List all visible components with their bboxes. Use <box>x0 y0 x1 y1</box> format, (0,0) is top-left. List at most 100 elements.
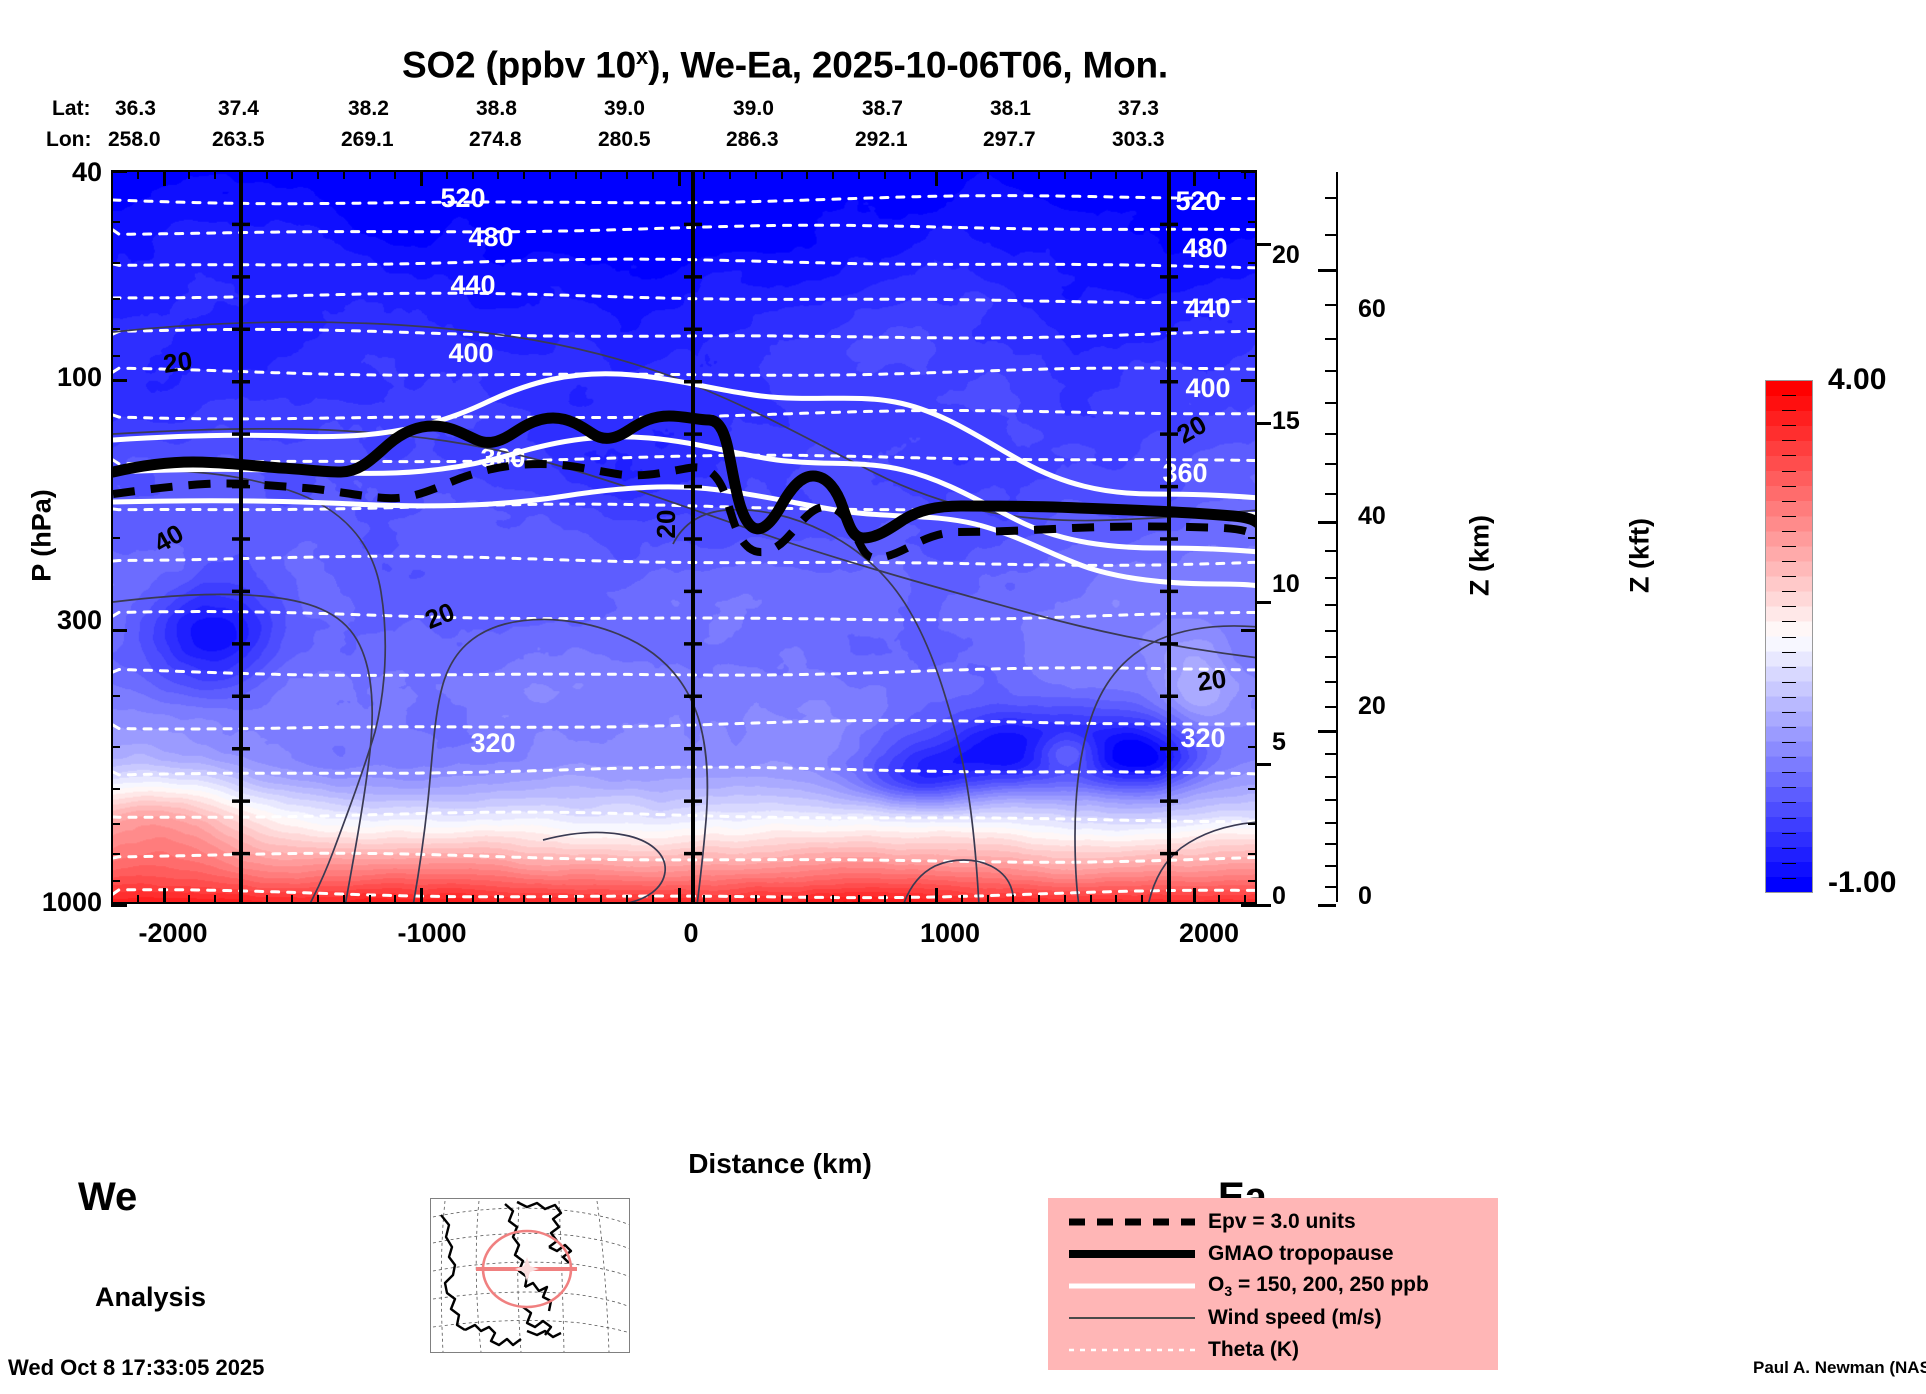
lon-value-2: 269.1 <box>341 128 394 151</box>
ytick-zkft-major <box>1318 729 1336 733</box>
xtick-minor-top <box>883 170 886 179</box>
ytick-zkft-minor <box>1325 799 1336 802</box>
colorbar-tick <box>1782 727 1796 729</box>
colorbar-tick <box>1782 847 1796 849</box>
ytick-zkft-0: 0 <box>1358 882 1372 910</box>
xtick-minor-top <box>548 170 551 179</box>
ytick-zkm-5: 5 <box>1272 728 1286 756</box>
ytick-zkft-minor <box>1325 463 1336 466</box>
lon-value-7: 297.7 <box>983 128 1036 151</box>
xtick-minor-bottom <box>1218 895 1221 904</box>
xtick-major-bottom <box>677 888 681 904</box>
inset-location-map[interactable] <box>430 1198 630 1353</box>
lon-row-label: Lon: <box>46 128 92 151</box>
colorbar-tick <box>1782 591 1796 593</box>
xtick-major-top <box>162 170 166 186</box>
xtick-minor-bottom <box>368 895 371 904</box>
theta-contour-label: 320 <box>1180 723 1225 753</box>
xtick-0: 0 <box>683 918 699 948</box>
xtick-major-bottom <box>935 888 939 904</box>
xtick-minor-bottom <box>729 895 732 904</box>
colorbar-tick <box>1782 440 1796 442</box>
cross-section-plot[interactable]: 520 520 480 480 440 440 400 400 360 360 320 320 20 40… <box>111 170 1257 904</box>
xtick-minor-top <box>111 170 113 179</box>
xtick-minor-bottom <box>111 895 113 904</box>
ytick-major-right <box>1241 378 1257 382</box>
xtick-minor-bottom <box>239 895 242 904</box>
ytick-major-left <box>111 904 127 907</box>
xtick-minor-bottom <box>1012 895 1015 904</box>
xtick-minor-bottom <box>960 895 963 904</box>
xtick-minor-top <box>1012 170 1015 179</box>
xtick-minor-bottom <box>626 895 629 904</box>
xtick-minor-bottom <box>136 895 139 904</box>
xtick-minor-bottom <box>291 895 294 904</box>
title-text-main: SO2 (ppbv 10 <box>401 44 637 86</box>
ytick-p-300: 300 <box>56 605 102 635</box>
xtick-minor-bottom <box>188 895 191 904</box>
ytick-minor-left <box>111 822 120 825</box>
theta-contour-line <box>113 223 1255 236</box>
wind-speed-contour-line <box>1148 821 1255 902</box>
xtick-minor-top <box>265 170 268 179</box>
x-axis-label: Distance (km) <box>688 1148 872 1179</box>
ozone-label-o: O <box>1208 1272 1225 1296</box>
ytick-zkm-mark <box>1257 904 1271 907</box>
ytick-zkft-major <box>1318 521 1336 525</box>
theta-contour-label: 520 <box>440 183 485 213</box>
ytick-minor-left <box>111 787 120 790</box>
theta-contour-line <box>113 366 1255 377</box>
xtick-minor-bottom <box>317 895 320 904</box>
legend-label-epv: Epv = 3.0 units <box>1208 1210 1356 1233</box>
xtick-minor-top <box>394 170 397 179</box>
xtick-minor-top <box>806 170 809 179</box>
ytick-zkft-minor <box>1325 630 1336 633</box>
xtick-minor-top <box>1244 170 1247 179</box>
ytick-minor-left <box>111 879 120 882</box>
xtick-minor-top <box>626 170 629 179</box>
theta-contour-label: 400 <box>1185 373 1230 403</box>
ytick-minor-right <box>1248 787 1257 790</box>
xtick-minor-top <box>1089 170 1092 179</box>
ytick-p-40: 40 <box>71 157 102 187</box>
ytick-zkft-minor <box>1325 197 1336 200</box>
legend-label-tropopause: GMAO tropopause <box>1208 1242 1394 1265</box>
colorbar-tick <box>1782 787 1796 789</box>
theta-contour-line <box>113 554 1255 567</box>
ytick-zkm-10: 10 <box>1272 570 1300 598</box>
wind-line-swatch-icon <box>1066 1302 1198 1334</box>
colorbar-tick <box>1782 410 1796 412</box>
theta-contour-line <box>113 888 1255 900</box>
ytick-minor-right <box>1248 537 1257 539</box>
xtick-minor-bottom <box>1244 895 1247 904</box>
ytick-minor-right <box>1248 853 1257 856</box>
ozone-contour-line <box>113 484 1255 588</box>
xtick-minor-bottom <box>1089 895 1092 904</box>
ytick-zkft-40: 40 <box>1358 502 1386 530</box>
theta-contour-line <box>113 327 1255 340</box>
lat-value-5: 39.0 <box>733 97 774 120</box>
ytick-zkft-minor <box>1325 705 1336 708</box>
ytick-minor-left <box>111 297 120 300</box>
xtick-major-bottom <box>1192 888 1196 904</box>
xtick-minor-top <box>239 170 242 179</box>
xtick-minor-bottom <box>986 895 989 904</box>
colorbar-tick <box>1782 651 1796 653</box>
ytick-minor-left <box>111 537 120 539</box>
wind-speed-contour-line <box>412 618 709 902</box>
ytick-minor-right <box>1248 354 1257 357</box>
ytick-p-1000: 1000 <box>41 887 102 917</box>
ytick-minor-left <box>111 695 120 698</box>
xtick-major-bottom <box>420 888 424 904</box>
xtick-minor-bottom <box>548 895 551 904</box>
ytick-zkft-minor <box>1325 370 1336 373</box>
lon-value-4: 280.5 <box>598 128 651 151</box>
xtick-minor-top <box>986 170 989 179</box>
ytick-zkft-minor <box>1325 303 1336 306</box>
xtick-minor-top <box>342 170 345 179</box>
ytick-zkm-15: 15 <box>1272 407 1300 435</box>
west-endpoint-label: We <box>78 1175 138 1219</box>
xtick-minor-bottom <box>497 895 500 904</box>
xtick-minor-top <box>317 170 320 179</box>
xtick-major-top <box>420 170 424 186</box>
